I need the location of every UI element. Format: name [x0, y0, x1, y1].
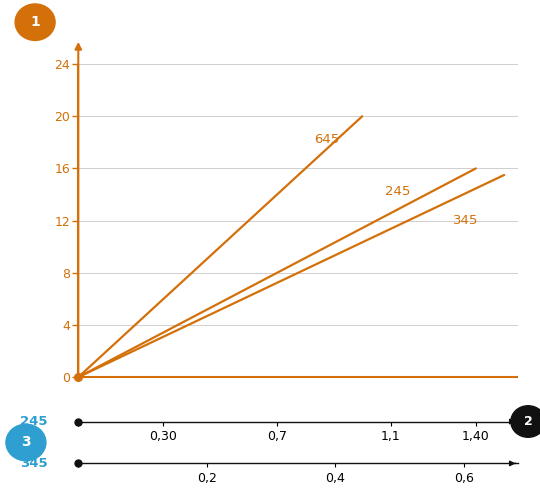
Text: 645: 645 [314, 133, 339, 146]
Text: 1: 1 [30, 15, 40, 29]
Text: 3: 3 [21, 435, 31, 450]
Text: 2: 2 [524, 415, 532, 428]
Text: 345: 345 [20, 457, 48, 470]
Text: 345: 345 [453, 214, 478, 227]
Text: 245: 245 [20, 415, 48, 428]
Text: 245: 245 [385, 185, 410, 198]
